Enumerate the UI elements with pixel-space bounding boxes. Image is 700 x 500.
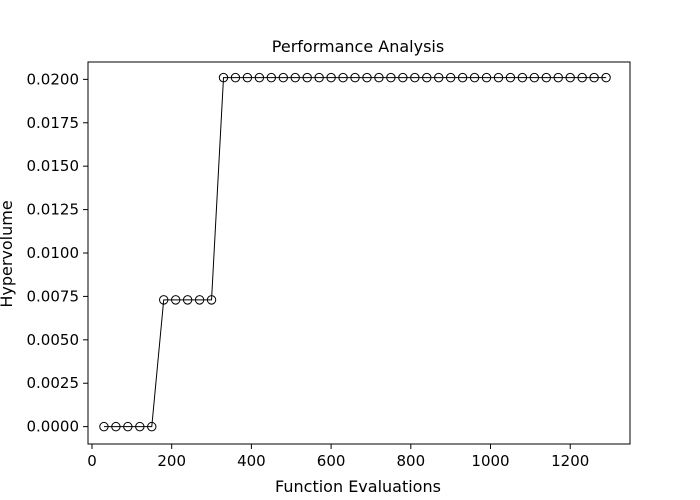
data-point — [194, 295, 205, 305]
data-point — [553, 72, 563, 83]
data-point — [350, 72, 360, 83]
y-tick-label: 0.0125 — [27, 201, 80, 219]
data-point — [230, 72, 241, 83]
data-point — [481, 72, 492, 83]
data-point — [170, 295, 181, 305]
x-tick-label: 400 — [237, 452, 266, 470]
y-tick-label: 0.0150 — [27, 157, 80, 175]
series-line — [103, 77, 607, 428]
data-point — [457, 72, 468, 83]
data-point — [565, 72, 575, 83]
y-tick-label: 0.0025 — [27, 374, 80, 392]
data-point — [290, 72, 300, 83]
x-tick-label: 200 — [157, 452, 186, 470]
data-point — [493, 72, 504, 83]
y-tick-label: 0.0200 — [27, 70, 80, 88]
y-axis: 0.0000 0.0025 0.0050 0.0075 0.0100 0.0125 0.01… — [27, 70, 88, 436]
y-axis-label: Hypervolume — [0, 200, 16, 307]
y-tick-label: 0.0050 — [27, 331, 80, 349]
data-point — [242, 72, 253, 83]
data-point — [529, 72, 540, 83]
x-tick-label: 800 — [396, 452, 425, 470]
data-point — [123, 421, 133, 432]
data-point — [517, 72, 528, 83]
data-point — [147, 421, 157, 432]
x-tick-label: 600 — [317, 452, 346, 470]
data-point — [577, 72, 587, 83]
data-point — [326, 72, 336, 83]
data-point — [182, 295, 193, 305]
y-tick-label: 0.0075 — [27, 287, 80, 305]
x-tick-label: 0 — [87, 452, 97, 470]
x-axis: 0 200 400 600 800 1000 1200 — [87, 444, 589, 470]
data-point — [266, 72, 277, 83]
data-point — [206, 295, 217, 305]
data-point — [135, 421, 145, 432]
data-point — [541, 72, 552, 83]
data-point — [374, 72, 384, 83]
data-point — [422, 72, 432, 83]
data-point — [434, 72, 444, 83]
data-point — [601, 72, 611, 83]
chart-title: Performance Analysis — [272, 37, 444, 56]
data-point — [99, 421, 109, 432]
plot-frame — [87, 61, 631, 445]
data-point — [111, 421, 121, 432]
y-tick-label: 0.0000 — [27, 418, 80, 436]
x-tick-label: 1000 — [471, 452, 509, 470]
x-axis-label: Function Evaluations — [275, 477, 441, 496]
data-point — [589, 72, 599, 83]
series-markers — [99, 72, 611, 432]
data-point — [278, 72, 288, 83]
data-point — [362, 72, 372, 83]
data-point — [398, 72, 408, 83]
data-point — [505, 72, 516, 83]
y-tick-label: 0.0175 — [27, 114, 80, 132]
data-point — [445, 72, 456, 83]
data-point — [159, 295, 169, 305]
plot-area — [87, 61, 631, 445]
x-tick-label: 1200 — [551, 452, 589, 470]
data-point — [469, 72, 480, 83]
data-point — [254, 72, 265, 83]
data-point — [314, 72, 324, 83]
data-point — [218, 72, 229, 83]
data-point — [386, 72, 396, 83]
data-point — [302, 72, 312, 83]
data-point — [338, 72, 348, 83]
data-point — [410, 72, 420, 83]
y-tick-label: 0.0100 — [27, 244, 80, 262]
